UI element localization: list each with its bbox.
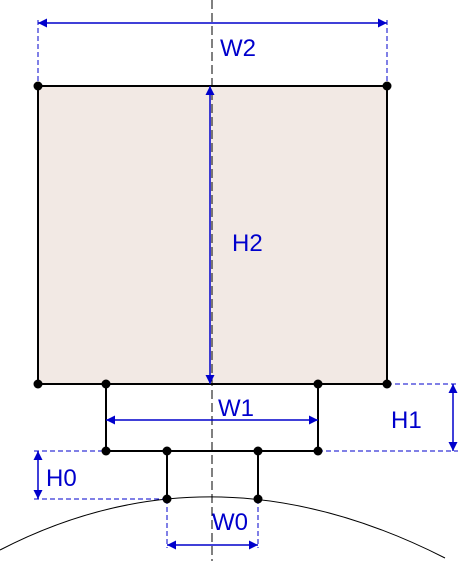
label-h1: H1	[391, 407, 422, 434]
dimension-w2	[37, 18, 388, 86]
base-arc	[0, 496, 446, 559]
stem-w0-h0	[166, 451, 259, 499]
label-w0: W0	[212, 509, 248, 536]
label-h0: H0	[46, 465, 77, 492]
vertex-points	[33, 81, 392, 504]
label-w1: W1	[218, 395, 254, 422]
label-h2: H2	[232, 230, 263, 257]
dimension-h0	[33, 450, 167, 500]
dimension-h1	[318, 383, 458, 452]
label-w2: W2	[220, 35, 256, 62]
dimension-w0	[166, 499, 259, 550]
